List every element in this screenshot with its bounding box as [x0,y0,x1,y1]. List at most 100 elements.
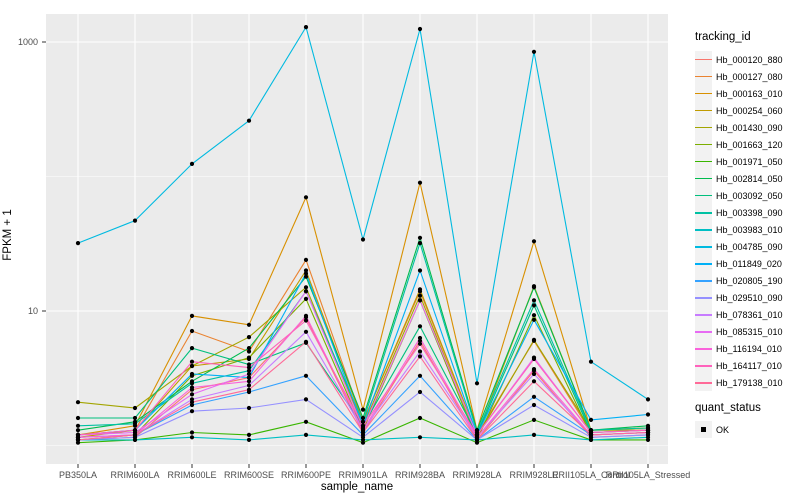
data-point [417,180,423,185]
data-point [417,389,423,395]
data-point [303,285,309,290]
data-point [132,415,138,421]
x-tick-label: RRII105LA_Control [551,470,631,480]
data-point [246,371,252,377]
data-point [303,419,309,424]
data-point [531,298,537,303]
data-point [189,381,195,386]
data-point [531,49,537,54]
data-point [417,349,423,354]
data-point [645,412,651,417]
data-point [246,349,252,354]
data-point [645,430,651,435]
data-point [246,387,252,392]
data-point [246,335,252,340]
data-point [189,313,195,318]
data-point [303,257,309,262]
y-tick-label: 10 [27,306,38,316]
data-point [303,318,309,323]
data-point [360,237,366,242]
data-point [246,437,252,442]
x-tick-label: RRIM600LA [110,470,160,480]
x-tick-label: RRIM928LA [452,470,502,480]
data-point [417,415,423,421]
data-point [417,373,423,378]
data-point [531,432,537,437]
data-point [417,287,423,292]
data-point [588,359,594,364]
data-point [417,354,423,359]
data-point [303,25,309,30]
y-axis-title: FPKM + 1 [2,209,14,261]
data-point [189,400,195,405]
data-point [75,415,81,421]
data-point [132,405,138,411]
data-point [360,423,366,428]
data-point [360,407,366,412]
data-point [303,195,309,200]
data-point [189,359,195,364]
data-point [531,239,537,244]
data-point [189,435,195,440]
data-point [531,402,537,408]
data-point [417,241,423,246]
data-point [474,381,480,386]
data-point [531,394,537,399]
data-point [189,430,195,435]
data-point [132,421,138,426]
data-point [303,397,309,402]
data-point [531,367,537,372]
data-point [474,437,480,442]
data-point [303,313,309,318]
data-point [417,435,423,440]
data-point [531,417,537,422]
data-point [75,423,81,428]
x-tick-label: RRIM928LE [509,470,559,480]
x-tick-label: RRIM928BA [394,470,446,480]
data-point [246,362,252,367]
data-point [246,355,252,360]
data-point [189,392,195,397]
data-point [303,329,309,334]
data-point [246,375,252,380]
data-point [246,379,252,384]
data-point [189,161,195,166]
data-point [417,268,423,273]
data-point [531,303,537,308]
data-point [360,419,366,424]
data-point [531,356,537,362]
data-point [474,432,480,437]
data-point [189,346,195,351]
data-point [189,409,195,414]
data-point [189,328,195,334]
data-point [75,428,81,433]
data-point [303,296,309,301]
data-point [132,432,138,437]
data-point [189,363,195,369]
data-point [246,365,252,370]
x-tick-label: RRIM600SE [223,470,275,480]
data-point [75,400,81,405]
data-point [303,271,309,276]
y-tick-label: 1000 [17,37,38,47]
x-axis-title: sample_name [320,481,394,493]
data-point [246,383,252,388]
data-point [417,298,423,303]
x-tick-label: PB350LA [58,470,98,480]
data-point [132,428,138,433]
data-point [246,405,252,411]
data-point [75,241,81,246]
data-point [588,417,594,422]
data-point [360,430,366,435]
data-point [303,339,309,344]
data-point [246,346,252,351]
data-point [189,385,195,390]
data-point [75,437,81,442]
data-point [531,313,537,318]
x-tick-label: RRIM600PE [280,470,332,480]
data-point [417,293,423,298]
data-point [303,289,309,294]
data-point [303,274,309,279]
